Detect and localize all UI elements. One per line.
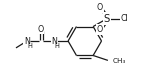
Text: S: S: [104, 14, 110, 24]
Text: Cl: Cl: [121, 14, 128, 23]
Text: O: O: [37, 25, 44, 34]
Text: N: N: [24, 37, 30, 45]
Text: N: N: [51, 37, 57, 45]
Text: O: O: [97, 25, 103, 34]
Text: CH₃: CH₃: [113, 58, 126, 64]
Text: O: O: [97, 3, 103, 12]
Text: H: H: [27, 43, 32, 49]
Text: H: H: [55, 43, 60, 49]
